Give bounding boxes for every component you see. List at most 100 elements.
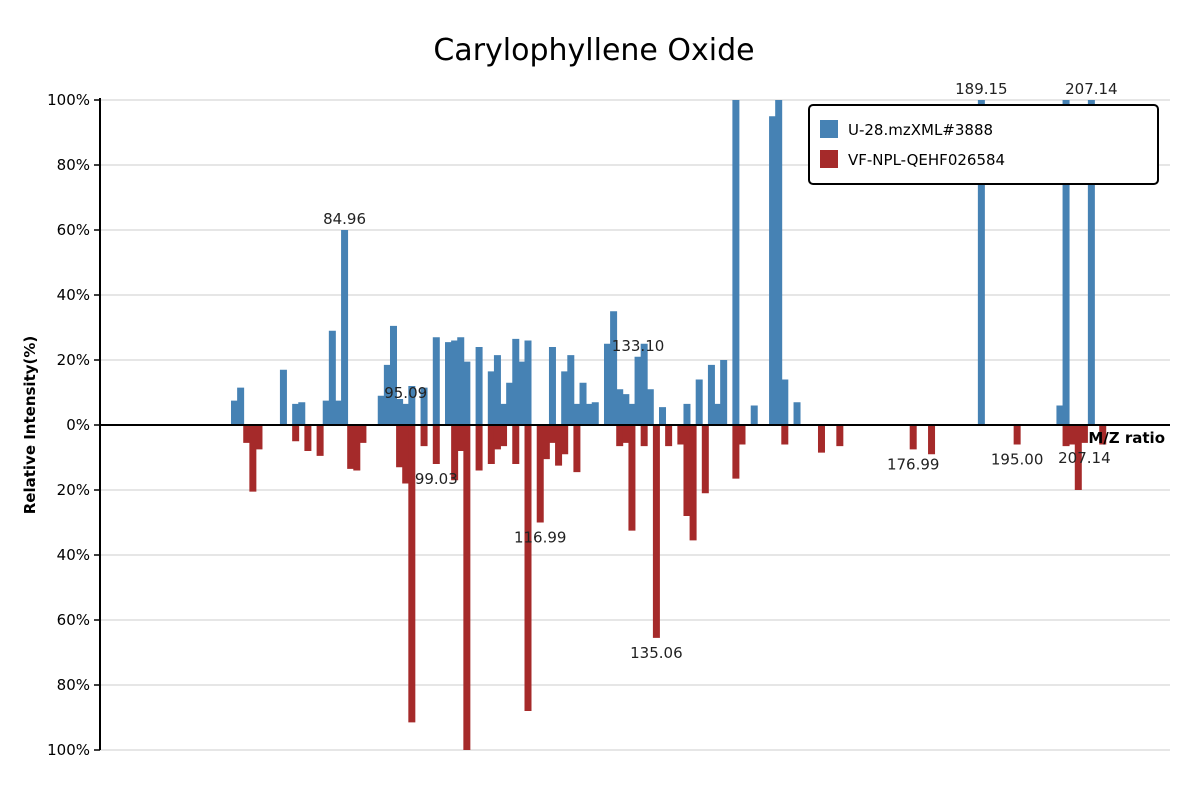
bar-vf-209 (1099, 425, 1107, 445)
peak-label-u28-95.09: 95.09 (384, 384, 427, 402)
bar-vf-204 (1068, 425, 1076, 445)
bar-vf-121 (561, 425, 569, 455)
bar-u28-134 (640, 343, 648, 425)
bar-vf-100 (432, 425, 440, 464)
peak-label-u28-189.15: 189.15 (955, 80, 1008, 98)
axes (99, 98, 1170, 750)
x-axis-label: M/Z ratio (1088, 429, 1165, 447)
bar-u28-67 (231, 400, 239, 426)
bar-vf-77 (292, 425, 300, 442)
y-tick-label: 40% (57, 546, 90, 564)
bar-u28-157 (781, 379, 789, 425)
bar-vf-178 (909, 425, 917, 450)
peak-label-u28-84.96: 84.96 (323, 210, 366, 228)
bar-vf-206 (1080, 425, 1088, 443)
peak-label-vf-135.06: 135.06 (630, 644, 683, 662)
bar-u28-121 (561, 371, 569, 426)
bar-u28-152 (750, 405, 758, 425)
bar-vf-115 (524, 425, 532, 711)
bar-u28-113 (512, 338, 520, 426)
bar-vf-104 (457, 425, 465, 451)
bar-vf-157 (781, 425, 789, 445)
bar-vf-71 (255, 425, 263, 450)
y-tick-label: 60% (57, 611, 90, 629)
peak-label-vf-99.03: 99.03 (415, 470, 458, 488)
legend-box (808, 104, 1159, 185)
peak-labels: 84.96 95.09 133.10 189.15 207.14 99.03 116.99 1… (323, 80, 1118, 662)
bar-u28-143 (695, 379, 703, 425)
bar-u28-122 (567, 355, 575, 426)
peak-label-u28-133.10: 133.10 (612, 337, 665, 355)
bar-vf-107 (475, 425, 483, 471)
bar-u28-96 (408, 386, 416, 425)
bar-vf-131 (622, 425, 630, 443)
peak-label-vf-207.14: 207.14 (1058, 449, 1111, 467)
y-tick-label: 60% (57, 221, 90, 239)
bar-vf-149 (732, 425, 740, 479)
bar-vf-205 (1074, 425, 1082, 490)
bar-vf-86 (347, 425, 355, 469)
bar-u28-107 (475, 347, 483, 425)
bar-vf-166 (836, 425, 844, 447)
legend: U-28.mzXML#3888 VF-NPL-QEHF026584 (808, 104, 1159, 185)
bar-u28-129 (610, 311, 618, 425)
bar-vf-117 (536, 425, 544, 523)
bar-vf-87 (353, 425, 361, 471)
bar-vf-113 (512, 425, 520, 464)
bar-u28-83 (328, 330, 336, 425)
bar-vf-70 (249, 425, 257, 492)
bar-u28-92 (383, 364, 391, 426)
y-tick-label: 80% (57, 156, 90, 174)
bar-vf-110 (493, 425, 501, 450)
bar-u28-128 (603, 343, 611, 425)
y-tick-label: 20% (57, 481, 90, 499)
bar-vf-118 (542, 425, 550, 460)
bar-u28-156 (775, 100, 783, 425)
bar-vf-195 (1013, 425, 1021, 445)
bar-vf-94 (396, 425, 404, 468)
bar-u28-149 (732, 100, 740, 425)
bar-u28-126 (591, 402, 599, 425)
bar-vf-81 (316, 425, 324, 456)
y-tick-label: 40% (57, 286, 90, 304)
bar-u28-102 (445, 342, 453, 426)
bar-u28-131 (622, 394, 630, 426)
peak-label-vf-116.99: 116.99 (514, 529, 567, 547)
bar-vf-103 (451, 425, 459, 481)
bar-u28-94 (396, 399, 404, 425)
bar-vf-120 (555, 425, 563, 466)
y-tick-label: 100% (47, 91, 90, 109)
bar-vf-181 (928, 425, 936, 455)
bar-vf-69 (243, 425, 251, 443)
bar-u28-130 (616, 389, 624, 425)
bar-u28-146 (714, 403, 722, 426)
bar-vf-79 (304, 425, 312, 451)
bar-u28-203 (1062, 100, 1070, 425)
y-axis-label: Relative Intensity(%) (21, 336, 39, 515)
bar-u28-207.14 (1087, 100, 1095, 425)
bar-vf-119 (548, 425, 556, 443)
bar-vf-88 (359, 425, 367, 443)
bar-u28-119 (548, 347, 556, 425)
bar-vf-134 (640, 425, 648, 447)
bar-u28-104 (457, 337, 465, 425)
bar-u28-93 (389, 325, 397, 426)
bar-u28-98 (420, 387, 428, 426)
peak-label-vf-195.00: 195.00 (991, 451, 1044, 469)
bar-u28-189.15 (977, 100, 985, 425)
bar-u28-111 (500, 403, 508, 426)
legend-swatch-u28 (820, 120, 838, 138)
bar-vf-150 (738, 425, 746, 445)
bar-u28-123 (573, 403, 581, 426)
bar-vf-123 (573, 425, 581, 473)
bar-u28-78 (298, 402, 306, 425)
bar-u28-75 (279, 369, 287, 425)
bar-u28-147 (720, 360, 728, 425)
y-tick-label: 0% (66, 416, 90, 434)
y-tick-label: 80% (57, 676, 90, 694)
legend-label-u28: U-28.mzXML#3888 (848, 121, 993, 139)
bar-u28-95 (402, 403, 410, 426)
bar-vf-140 (677, 425, 685, 445)
bar-u28-85 (341, 230, 349, 425)
bar-u28-91 (377, 395, 385, 425)
